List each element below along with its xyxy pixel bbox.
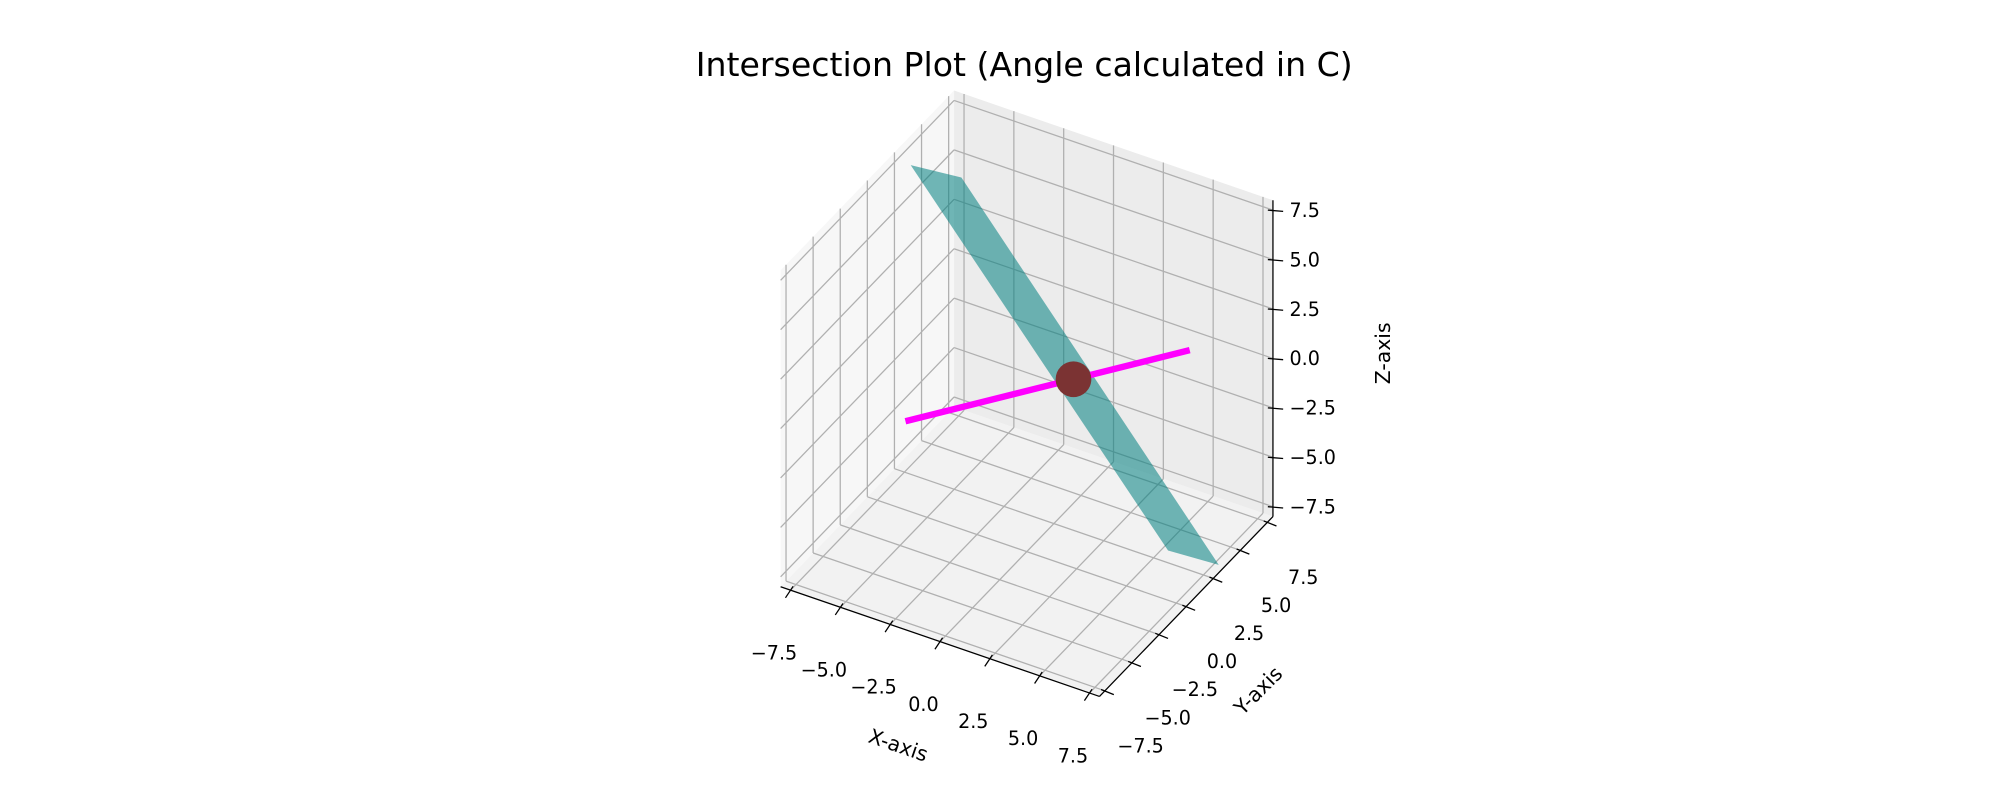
y-tick-label: −5.0 bbox=[1144, 706, 1190, 729]
x-tick-label: −2.5 bbox=[850, 676, 896, 699]
y-axis-label: Y-axis bbox=[1228, 662, 1287, 721]
plot-area: Intersection Plot (Angle calculated in C… bbox=[696, 45, 1395, 767]
grid-line bbox=[780, 100, 955, 281]
y-tick bbox=[1127, 660, 1142, 668]
y-tick-label: −2.5 bbox=[1172, 678, 1218, 701]
y-tick-label: −7.5 bbox=[1117, 734, 1163, 757]
grid-line bbox=[867, 496, 1187, 608]
z-tick-label: −5.0 bbox=[1290, 446, 1336, 469]
grid-line bbox=[780, 347, 955, 528]
y-tick-label: 5.0 bbox=[1261, 594, 1291, 617]
z-tick-label: 2.5 bbox=[1290, 298, 1320, 321]
x-tick-label: 5.0 bbox=[1008, 727, 1038, 750]
x-tick-label: −7.5 bbox=[751, 641, 797, 664]
z-tick-label: 5.0 bbox=[1290, 248, 1320, 271]
x-tick bbox=[884, 620, 894, 633]
grid-line bbox=[948, 411, 1268, 523]
grid-line bbox=[812, 552, 1133, 664]
y-tick-label: 7.5 bbox=[1288, 566, 1318, 589]
line-series bbox=[904, 347, 1191, 425]
x-tick bbox=[934, 637, 944, 650]
axes: −7.5−5.0−2.50.02.55.07.5 −7.5−5.0−2.50.02… bbox=[751, 199, 1336, 767]
z-tick bbox=[1267, 506, 1284, 509]
y-tick bbox=[1100, 688, 1115, 696]
y-tick bbox=[1209, 576, 1223, 583]
x-tick bbox=[834, 603, 844, 616]
z-tick-label: −2.5 bbox=[1290, 397, 1336, 420]
grid-line bbox=[953, 149, 1274, 261]
grid-line bbox=[840, 524, 1160, 636]
x-axis-label: X-axis bbox=[865, 724, 931, 767]
grid-line bbox=[894, 468, 1214, 580]
grid-line bbox=[953, 297, 1274, 409]
x-tick-label: 2.5 bbox=[958, 710, 988, 733]
y-tick bbox=[1263, 520, 1277, 527]
y-tick bbox=[1182, 604, 1196, 611]
grid-line bbox=[785, 580, 1106, 692]
x-tick bbox=[1034, 671, 1043, 684]
grid-line bbox=[953, 346, 1274, 458]
intersection-point bbox=[1055, 361, 1092, 398]
z-tick bbox=[1267, 209, 1284, 213]
x-tick bbox=[1083, 688, 1093, 702]
grid-line bbox=[780, 297, 955, 479]
z-tick bbox=[1267, 258, 1284, 262]
z-axis-label: Z-axis bbox=[1371, 322, 1395, 384]
grid-line bbox=[953, 198, 1274, 310]
x-tick bbox=[984, 654, 993, 667]
z-tick-label: 0.0 bbox=[1290, 347, 1320, 370]
x-tick bbox=[784, 585, 794, 599]
marks bbox=[904, 165, 1219, 565]
y-tick-label: 0.0 bbox=[1207, 650, 1237, 673]
z-tick-label: −7.5 bbox=[1290, 495, 1336, 518]
z-tick-label: 7.5 bbox=[1290, 199, 1320, 222]
x-tick-label: −5.0 bbox=[801, 659, 847, 682]
y-tick-label: 2.5 bbox=[1234, 622, 1264, 645]
z-tick bbox=[1267, 456, 1284, 460]
y-tick bbox=[1155, 632, 1169, 640]
z-tick bbox=[1267, 407, 1284, 410]
x-tick-label: 0.0 bbox=[908, 693, 938, 716]
z-tick bbox=[1267, 357, 1284, 361]
grid bbox=[780, 93, 1274, 694]
x-tick-label: 7.5 bbox=[1058, 744, 1088, 767]
grid-line bbox=[780, 396, 955, 578]
grid-line bbox=[953, 99, 1274, 211]
z-tick bbox=[1267, 308, 1284, 311]
y-tick bbox=[1236, 548, 1250, 555]
grid-line bbox=[780, 248, 955, 430]
chart-title: Intersection Plot (Angle calculated in C… bbox=[696, 45, 1353, 84]
grid-line bbox=[780, 198, 955, 380]
